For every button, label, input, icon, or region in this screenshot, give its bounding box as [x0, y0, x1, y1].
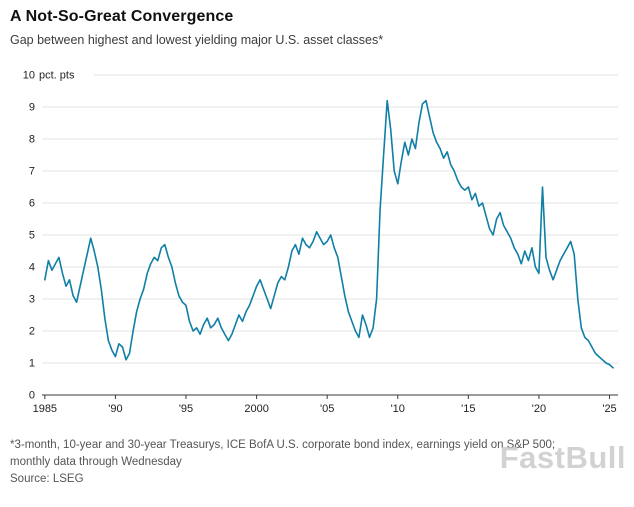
svg-text:4: 4	[29, 262, 35, 274]
chart-footnote-line1: *3-month, 10-year and 30-year Treasurys,…	[10, 439, 556, 451]
svg-text:1: 1	[29, 358, 35, 370]
svg-text:10: 10	[23, 70, 35, 82]
svg-text:'05: '05	[320, 403, 334, 415]
line-chart: 0 1 2 3 4 5 6 7 8 9 10 pct. pts 1985 '90 '95 2000 '05 '10…	[10, 59, 624, 427]
chart-source: Source: LSEG	[10, 473, 84, 486]
svg-text:7: 7	[29, 166, 35, 178]
svg-text:6: 6	[29, 198, 35, 210]
svg-text:'10: '10	[391, 403, 405, 415]
chart-title: A Not-So-Great Convergence	[10, 8, 234, 25]
svg-text:'90: '90	[108, 403, 122, 415]
svg-text:'15: '15	[461, 403, 475, 415]
svg-text:5: 5	[29, 230, 35, 242]
svg-text:2000: 2000	[244, 403, 268, 415]
svg-text:'25: '25	[602, 403, 616, 415]
svg-text:9: 9	[29, 102, 35, 114]
svg-text:'95: '95	[179, 403, 193, 415]
svg-text:pct. pts: pct. pts	[39, 70, 75, 82]
svg-text:1985: 1985	[33, 403, 57, 415]
chart-footnote-line2: monthly data through Wednesday	[10, 455, 182, 468]
svg-text:'20: '20	[532, 403, 546, 415]
svg-text:0: 0	[29, 390, 35, 402]
line-chart-svg: 0 1 2 3 4 5 6 7 8 9 10 pct. pts 1985 '90 '95 2000 '05 '10…	[23, 70, 618, 415]
chart-footnote: *3-month, 10-year and 30-year Treasurys,…	[10, 437, 622, 470]
svg-text:2: 2	[29, 326, 35, 338]
chart-subtitle: Gap between highest and lowest yielding …	[10, 33, 384, 47]
svg-text:8: 8	[29, 134, 35, 146]
svg-text:3: 3	[29, 294, 35, 306]
